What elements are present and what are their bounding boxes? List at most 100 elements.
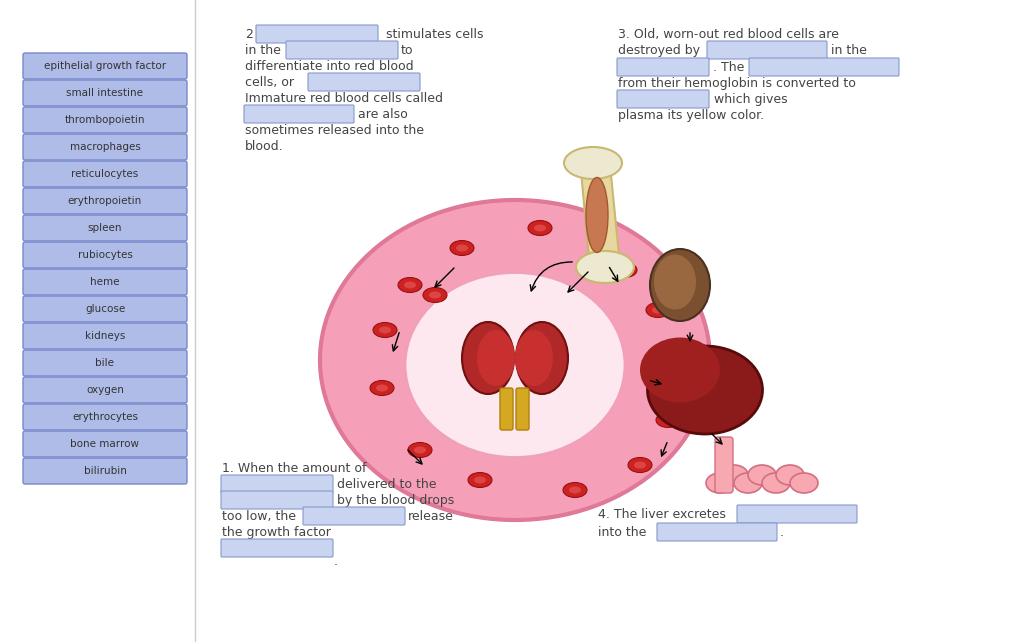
Text: bone marrow: bone marrow (71, 439, 139, 449)
Ellipse shape (628, 458, 652, 473)
FancyBboxPatch shape (23, 431, 187, 457)
Text: erythrocytes: erythrocytes (72, 412, 138, 422)
FancyBboxPatch shape (516, 388, 529, 430)
Ellipse shape (734, 473, 762, 493)
Ellipse shape (450, 241, 474, 256)
Text: sometimes released into the: sometimes released into the (245, 124, 424, 137)
Ellipse shape (652, 306, 664, 313)
Text: Immature red blood cells called: Immature red blood cells called (245, 92, 443, 105)
Text: 1. When the amount of: 1. When the amount of (222, 462, 367, 475)
Text: destroyed by: destroyed by (618, 44, 700, 57)
Text: .: . (334, 555, 338, 568)
Text: 2: 2 (245, 28, 253, 41)
Ellipse shape (650, 249, 710, 321)
Text: macrophages: macrophages (70, 142, 140, 152)
Text: to: to (401, 44, 414, 57)
Text: rubiocytes: rubiocytes (78, 250, 132, 260)
FancyBboxPatch shape (23, 404, 187, 430)
Ellipse shape (379, 327, 391, 333)
Ellipse shape (618, 266, 631, 273)
Ellipse shape (516, 322, 568, 394)
Text: kidneys: kidneys (85, 331, 125, 341)
Ellipse shape (456, 245, 468, 252)
Text: oxygen: oxygen (86, 385, 124, 395)
Ellipse shape (319, 200, 710, 520)
FancyBboxPatch shape (23, 350, 187, 376)
Text: in the: in the (245, 44, 281, 57)
Ellipse shape (748, 465, 776, 485)
Ellipse shape (414, 446, 426, 453)
FancyBboxPatch shape (23, 458, 187, 484)
Ellipse shape (370, 381, 394, 395)
Ellipse shape (515, 330, 553, 386)
Text: small intestine: small intestine (67, 88, 143, 98)
Text: into the: into the (598, 526, 646, 539)
Ellipse shape (634, 462, 646, 469)
Ellipse shape (406, 272, 625, 458)
Ellipse shape (429, 291, 441, 299)
Ellipse shape (564, 147, 622, 179)
FancyBboxPatch shape (221, 491, 333, 509)
Ellipse shape (423, 288, 447, 302)
Ellipse shape (656, 413, 680, 428)
Text: 4. The liver excretes: 4. The liver excretes (598, 508, 726, 521)
Ellipse shape (647, 346, 763, 434)
Text: .: . (780, 526, 784, 539)
FancyBboxPatch shape (256, 25, 378, 43)
FancyBboxPatch shape (221, 539, 333, 557)
Polygon shape (580, 160, 620, 270)
Ellipse shape (586, 177, 608, 252)
FancyBboxPatch shape (707, 41, 827, 59)
FancyBboxPatch shape (657, 523, 777, 541)
Text: are also: are also (358, 108, 408, 121)
Text: by the blood drops: by the blood drops (337, 494, 455, 507)
FancyBboxPatch shape (23, 269, 187, 295)
FancyBboxPatch shape (23, 215, 187, 241)
Ellipse shape (654, 254, 696, 309)
Text: thrombopoietin: thrombopoietin (65, 115, 145, 125)
Text: cells, or: cells, or (245, 76, 294, 89)
FancyBboxPatch shape (23, 242, 187, 268)
Ellipse shape (640, 338, 720, 403)
Ellipse shape (528, 220, 552, 236)
FancyBboxPatch shape (500, 388, 513, 430)
Text: release: release (408, 510, 454, 523)
Text: bilirubin: bilirubin (84, 466, 126, 476)
Ellipse shape (575, 251, 634, 283)
Text: plasma its yellow color.: plasma its yellow color. (618, 109, 764, 122)
Text: glucose: glucose (85, 304, 125, 314)
FancyBboxPatch shape (23, 188, 187, 214)
Ellipse shape (468, 473, 492, 487)
Text: heme: heme (90, 277, 120, 287)
Ellipse shape (408, 442, 432, 458)
Text: spleen: spleen (88, 223, 122, 233)
Text: stimulates cells: stimulates cells (382, 28, 483, 41)
Ellipse shape (776, 465, 804, 485)
FancyBboxPatch shape (617, 58, 709, 76)
Ellipse shape (790, 473, 818, 493)
Ellipse shape (477, 330, 515, 386)
Text: blood.: blood. (245, 140, 284, 153)
Text: in the: in the (831, 44, 867, 57)
FancyBboxPatch shape (23, 80, 187, 106)
Ellipse shape (534, 225, 546, 232)
Ellipse shape (569, 487, 581, 494)
FancyBboxPatch shape (23, 296, 187, 322)
FancyBboxPatch shape (23, 323, 187, 349)
Text: bile: bile (95, 358, 115, 368)
Ellipse shape (404, 281, 416, 288)
Text: reticulocytes: reticulocytes (72, 169, 138, 179)
Ellipse shape (613, 263, 637, 277)
Ellipse shape (662, 417, 674, 424)
Ellipse shape (646, 302, 670, 318)
Text: too low, the: too low, the (222, 510, 296, 523)
FancyBboxPatch shape (715, 437, 733, 493)
FancyBboxPatch shape (23, 107, 187, 133)
FancyBboxPatch shape (23, 134, 187, 160)
Ellipse shape (376, 385, 388, 392)
Text: . The: . The (713, 61, 744, 74)
FancyBboxPatch shape (308, 73, 420, 91)
Ellipse shape (706, 473, 734, 493)
FancyBboxPatch shape (737, 505, 857, 523)
Text: erythropoietin: erythropoietin (68, 196, 142, 206)
